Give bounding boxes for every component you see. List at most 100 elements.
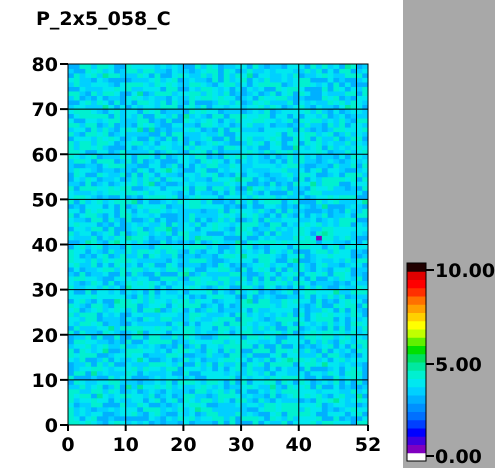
heatmap-cell: [264, 339, 271, 345]
heatmap-cell: [304, 244, 311, 250]
heatmap-cell: [114, 154, 121, 160]
heatmap-cell: [339, 379, 346, 385]
heatmap-cell: [362, 154, 369, 160]
heatmap-cell: [218, 343, 225, 349]
heatmap-cell: [73, 158, 80, 164]
heatmap-cell: [229, 339, 236, 345]
heatmap-cell: [91, 194, 98, 200]
heatmap-cell: [73, 303, 80, 309]
heatmap-cell: [194, 411, 202, 417]
heatmap-cell: [212, 415, 219, 421]
heatmap-cell: [333, 366, 340, 372]
heatmap-cell: [200, 221, 207, 227]
heatmap-cell: [327, 190, 334, 196]
heatmap-cell: [327, 366, 334, 372]
heatmap-cell: [269, 388, 277, 394]
heatmap-cell: [229, 343, 236, 349]
heatmap-cell: [310, 199, 317, 205]
heatmap-cell: [356, 343, 363, 349]
heatmap-cell: [258, 253, 265, 259]
heatmap-cell: [298, 212, 305, 218]
heatmap-cell: [339, 334, 346, 340]
heatmap-cell: [362, 325, 369, 331]
heatmap-cell: [362, 145, 369, 151]
heatmap-cell: [108, 118, 115, 124]
heatmap-cell: [258, 91, 265, 96]
heatmap-cell: [281, 118, 288, 124]
heatmap-cell: [143, 370, 150, 376]
heatmap-cell: [85, 262, 92, 268]
heatmap-cell: [108, 158, 115, 164]
heatmap-cell: [166, 226, 173, 232]
heatmap-cell: [235, 402, 242, 408]
heatmap-cell: [356, 158, 363, 164]
heatmap-cell: [310, 397, 317, 403]
heatmap-cell: [171, 393, 179, 399]
heatmap-cell: [137, 280, 144, 286]
heatmap-cell: [200, 181, 207, 187]
heatmap-cell: [293, 226, 300, 232]
heatmap-cell: [206, 276, 213, 281]
heatmap-cell: [241, 136, 248, 142]
heatmap-cell: [344, 64, 352, 69]
heatmap-cell: [73, 406, 80, 412]
heatmap-cell: [252, 176, 259, 182]
heatmap-cell: [287, 190, 294, 196]
heatmap-cell: [310, 185, 317, 191]
heatmap-cell: [269, 221, 277, 227]
heatmap-cell: [304, 127, 311, 133]
heatmap-cell: [137, 420, 144, 426]
heatmap-cell: [356, 212, 363, 218]
heatmap-cell: [287, 199, 294, 205]
heatmap-cell: [333, 190, 340, 196]
heatmap-cell: [333, 239, 340, 245]
heatmap-cell: [275, 194, 282, 200]
heatmap-cell: [125, 217, 132, 223]
heatmap-cell: [310, 298, 317, 304]
heatmap-cell: [252, 348, 259, 354]
heatmap-cell: [68, 253, 75, 259]
heatmap-cell: [108, 140, 115, 146]
heatmap-cell: [200, 190, 207, 196]
heatmap-cell: [96, 352, 104, 358]
heatmap-cell: [223, 303, 230, 309]
heatmap-cell: [269, 348, 277, 354]
heatmap-cell: [194, 190, 202, 196]
heatmap-cell: [73, 339, 80, 345]
heatmap-cell: [91, 271, 98, 277]
heatmap-cell: [327, 330, 334, 336]
heatmap-cell: [200, 397, 207, 403]
heatmap-cell: [183, 82, 190, 87]
y-tick-label: 0: [45, 415, 58, 437]
heatmap-cell: [264, 357, 271, 363]
heatmap-cell: [287, 239, 294, 245]
heatmap-cell: [218, 104, 225, 110]
heatmap-cell: [137, 82, 144, 87]
heatmap-cell: [85, 172, 92, 178]
heatmap-cell: [108, 136, 115, 142]
heatmap-cell: [362, 303, 369, 309]
heatmap-cell: [194, 91, 202, 96]
heatmap-cell: [223, 149, 230, 155]
heatmap-cell: [293, 194, 300, 200]
heatmap-cell: [356, 109, 363, 115]
heatmap-cell: [229, 145, 236, 151]
heatmap-cell: [321, 163, 329, 169]
heatmap-cell: [258, 370, 265, 376]
heatmap-cell: [194, 316, 202, 322]
heatmap-cell: [246, 131, 254, 137]
heatmap-cell: [333, 104, 340, 110]
heatmap-cell: [327, 280, 334, 286]
heatmap-cell: [143, 145, 150, 151]
heatmap-cell: [350, 303, 357, 309]
heatmap-cell: [316, 370, 323, 376]
heatmap-cell: [241, 190, 248, 196]
heatmap-cell: [68, 375, 75, 381]
heatmap-cell: [356, 145, 363, 151]
heatmap-cell: [131, 307, 138, 313]
heatmap-cell: [327, 379, 334, 385]
heatmap-cell: [304, 82, 311, 87]
heatmap-cell: [321, 199, 329, 205]
heatmap-cell: [119, 212, 127, 218]
heatmap-cell: [304, 285, 311, 291]
